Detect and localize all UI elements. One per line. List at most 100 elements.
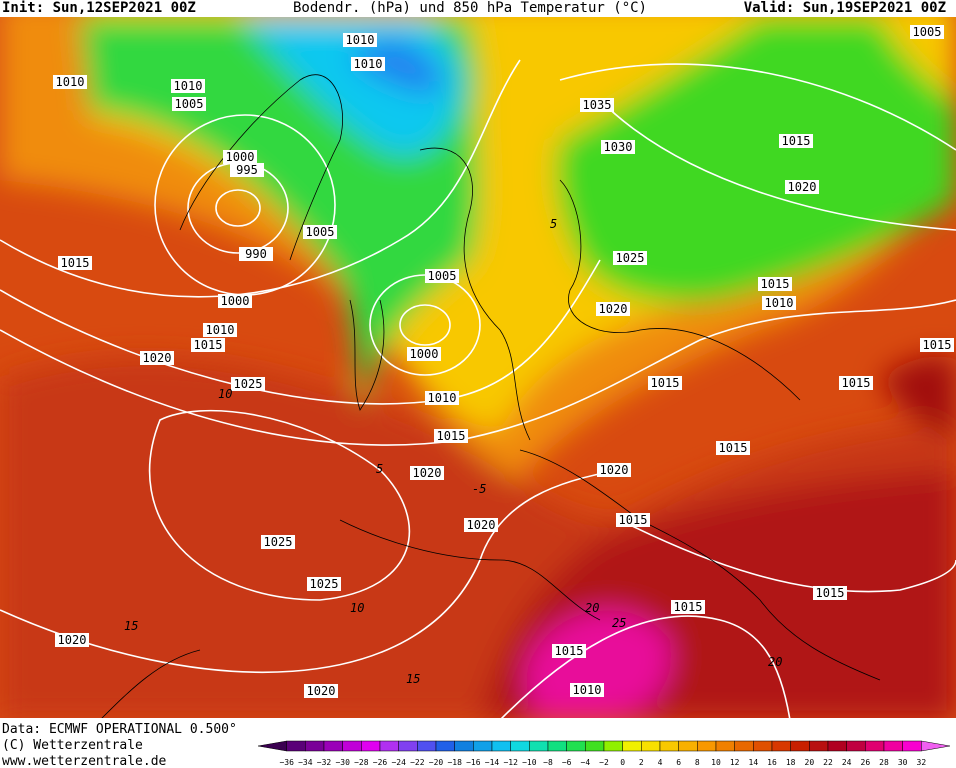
isobar-label: 1020 xyxy=(464,518,498,532)
colorbar-cell xyxy=(641,740,661,752)
isobar-label: 1010 xyxy=(343,33,377,47)
colorbar-cell xyxy=(865,740,885,752)
colorbar-label: 26 xyxy=(861,758,871,767)
colorbar: −36 −34 −32 −30 −28 −26 −24 −22 −20 −18 −16 −14 −12−… xyxy=(257,740,951,767)
isobar-label: 1025 xyxy=(231,377,265,391)
colorbar-label: −20 xyxy=(429,758,444,767)
isobar-label-box xyxy=(304,684,338,698)
colorbar-cell xyxy=(566,740,586,752)
isobar-label-box xyxy=(552,644,586,658)
isobar-label: 1005 xyxy=(303,225,337,239)
isobar-label: 1000 xyxy=(407,347,441,361)
isobar-label: 1005 xyxy=(172,97,206,111)
isobar-label-box xyxy=(343,33,377,47)
colorbar-label: 32 xyxy=(917,758,927,767)
colorbar-cell xyxy=(379,740,399,752)
isobar-label-text: 1010 xyxy=(206,323,235,337)
colorbar-cell xyxy=(734,740,754,752)
colorbar-cell xyxy=(883,740,903,752)
colorbar-cell xyxy=(435,740,455,752)
colorbar-label: −14 xyxy=(485,758,500,767)
isobar-label: 1035 xyxy=(580,98,614,112)
isobar-label-text: 1000 xyxy=(221,294,250,308)
isobar-label-text: 1020 xyxy=(58,633,87,647)
colorbar-cell xyxy=(361,740,381,752)
isotherm-label: 15 xyxy=(406,672,420,686)
isotherm-label: 25 xyxy=(612,616,626,630)
colorbar-cell xyxy=(323,740,343,752)
colorbar-cell xyxy=(753,740,773,752)
isobar-label: 995 xyxy=(230,163,264,177)
isobars xyxy=(0,59,956,718)
isobar-label-text: 1020 xyxy=(600,463,629,477)
isobar-label-box xyxy=(230,163,264,177)
colorbar-cell xyxy=(529,740,549,752)
isobar-label-box xyxy=(434,429,468,443)
isobar-label: 1015 xyxy=(671,600,705,614)
colorbar-label: −32 xyxy=(317,758,332,767)
isobar-label: 1015 xyxy=(58,256,92,270)
colorbar-cell xyxy=(257,740,287,752)
colorbar-label: 30 xyxy=(898,758,908,767)
colorbar-label: 0 xyxy=(620,758,625,767)
isobar-label-box xyxy=(671,600,705,614)
isotherm-label: 10 xyxy=(350,601,364,615)
isobar-label: 1030 xyxy=(601,140,635,154)
isobar-label-box xyxy=(223,150,257,164)
isobar-label-text: 1010 xyxy=(56,75,85,89)
colorbar-label: −2 xyxy=(599,758,609,767)
isobar-label-text: 1010 xyxy=(354,57,383,71)
isobar-label-text: 1025 xyxy=(264,535,293,549)
colorbar-cell xyxy=(510,740,530,752)
isobar-label: 1020 xyxy=(140,351,174,365)
isobar-label-box xyxy=(171,79,205,93)
isobar-label-box xyxy=(616,513,650,527)
colorbar-cell xyxy=(715,740,735,752)
isobar-label-text: 1020 xyxy=(467,518,496,532)
colorbar-label: 24 xyxy=(842,758,852,767)
isobar-label-box xyxy=(785,180,819,194)
colorbar-cell xyxy=(659,740,679,752)
isobar-label-box xyxy=(410,466,444,480)
isobar-label: 1010 xyxy=(351,57,385,71)
colorbar-cell xyxy=(771,740,791,752)
isobar-label: 1015 xyxy=(191,338,225,352)
isobar-label: 1015 xyxy=(648,376,682,390)
isobar-label-text: 1020 xyxy=(788,180,817,194)
colorbar-cell xyxy=(342,740,362,752)
isobar-label-text: 1015 xyxy=(842,376,871,390)
isobar-label-box xyxy=(920,338,954,352)
isobar-label: 1020 xyxy=(785,180,819,194)
colorbar-label: −10 xyxy=(522,758,537,767)
isobar-label-box xyxy=(570,683,604,697)
isobar-label-box xyxy=(239,247,273,261)
isobar-label-box xyxy=(53,75,87,89)
isobar-label-text: 1010 xyxy=(174,79,203,93)
colorbar-label: −12 xyxy=(503,758,518,767)
isobar-label-text: 1020 xyxy=(307,684,336,698)
isotherm-label: 10 xyxy=(218,387,232,401)
isobar-label: 1015 xyxy=(552,644,586,658)
isobar-label-text: 1015 xyxy=(674,600,703,614)
colorbar-label: 28 xyxy=(879,758,889,767)
isobar-label-box xyxy=(58,256,92,270)
isobar-label-text: 995 xyxy=(236,163,258,177)
colorbar-cell xyxy=(846,740,866,752)
isobar-label: 1015 xyxy=(920,338,954,352)
isotherm-label: -5 xyxy=(472,482,486,496)
isobar-label-text: 1005 xyxy=(175,97,204,111)
isobar-label: 1015 xyxy=(616,513,650,527)
isobar-label-text: 1035 xyxy=(583,98,612,112)
isobar-label-box xyxy=(779,134,813,148)
isobar-label: 1010 xyxy=(762,296,796,310)
colorbar-cell xyxy=(622,740,642,752)
isobar-label-box xyxy=(597,463,631,477)
isobar-label-text: 1025 xyxy=(234,377,263,391)
isobar-label: 1025 xyxy=(307,577,341,591)
isobar-label-box xyxy=(716,441,750,455)
colorbar-cell xyxy=(790,740,810,752)
colorbar-cell xyxy=(809,740,829,752)
colorbar-label: −24 xyxy=(391,758,406,767)
isobar-label: 1010 xyxy=(203,323,237,337)
